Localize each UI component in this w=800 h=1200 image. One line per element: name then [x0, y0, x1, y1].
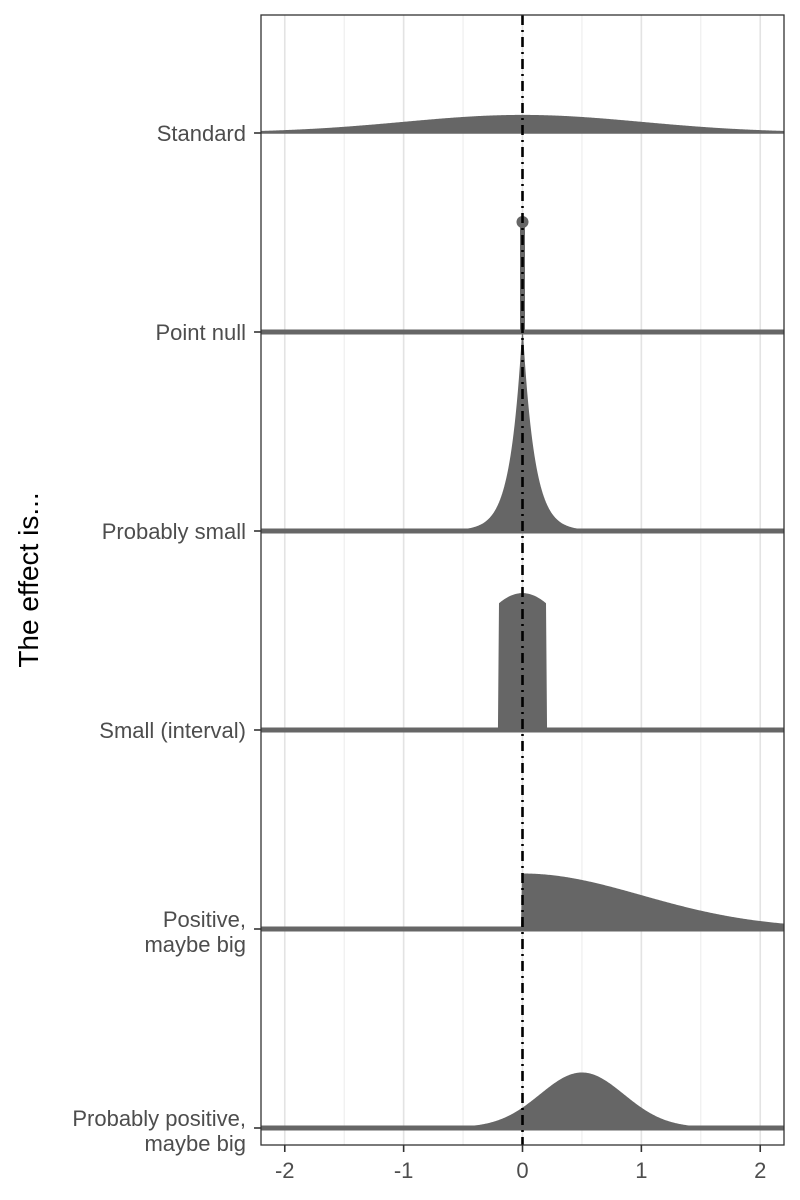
y-tick-label: Positive, [163, 907, 246, 932]
y-tick-label: Probably positive, [72, 1106, 246, 1131]
y-tick-label: maybe big [144, 932, 246, 957]
x-tick-label: 2 [754, 1158, 766, 1183]
minor-gridlines [343, 15, 702, 1145]
y-axis-title: The effect is... [13, 492, 44, 667]
x-tick-label: 0 [516, 1158, 528, 1183]
density-area [260, 114, 785, 134]
x-tick-label: 1 [635, 1158, 647, 1183]
y-tick-label: maybe big [144, 1131, 246, 1156]
major-gridlines [283, 15, 762, 1145]
x-tick-label: -1 [394, 1158, 414, 1183]
y-tick-label: Small (interval) [99, 718, 246, 743]
y-axis: Standard Point null Probably small Small (i… [72, 121, 261, 1156]
x-tick-label: -2 [275, 1158, 295, 1183]
y-tick-label: Standard [157, 121, 246, 146]
y-tick-label: Probably small [102, 519, 246, 544]
y-tick-label: Point null [155, 320, 246, 345]
x-axis: -2 -1 0 1 2 [275, 1145, 766, 1183]
